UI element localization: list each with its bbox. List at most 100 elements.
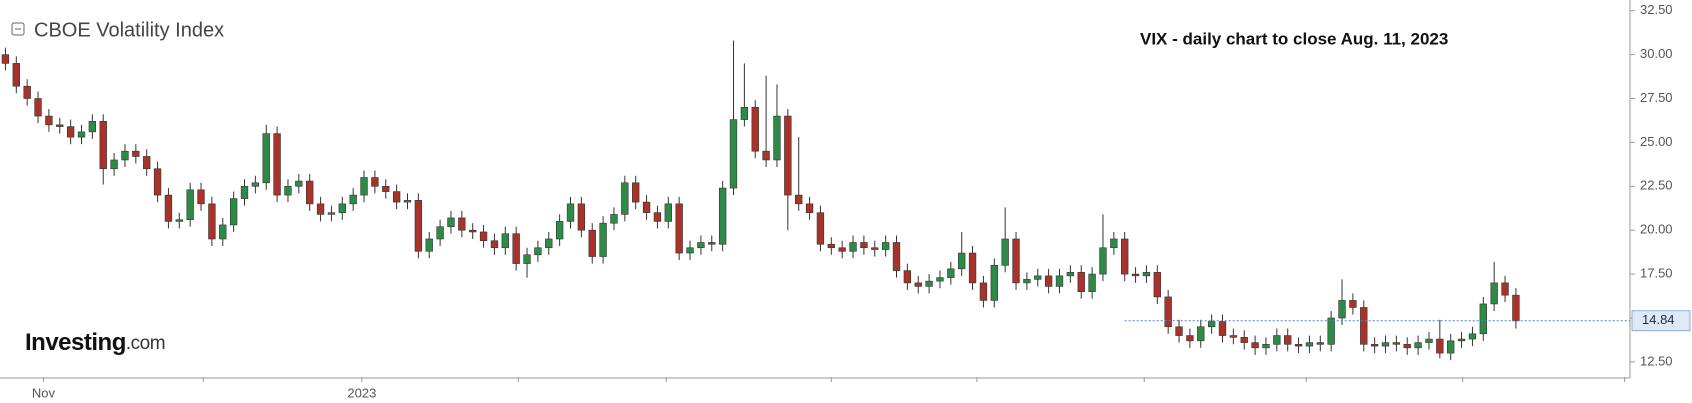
y-tick-label: 32.50 <box>1640 2 1673 17</box>
candle-body <box>425 238 433 252</box>
candle-body <box>968 252 977 284</box>
candle-body <box>860 242 868 249</box>
y-tick-label: 22.50 <box>1640 178 1673 193</box>
candle-body <box>534 247 542 256</box>
collapse-icon[interactable] <box>11 22 25 36</box>
candle-body <box>338 203 346 213</box>
candle-body <box>1414 342 1422 349</box>
candle-body <box>1403 344 1411 349</box>
candle-body <box>1012 238 1020 284</box>
candle-body <box>805 203 814 213</box>
candle-body <box>143 156 151 170</box>
candle-body <box>229 198 238 226</box>
candle-body <box>1175 326 1183 336</box>
candle-body <box>1327 317 1335 345</box>
logo-brand: Investing <box>25 329 126 356</box>
candle-body <box>751 106 759 152</box>
candle-body <box>1338 300 1346 319</box>
candle-body <box>1447 340 1455 354</box>
candle-body <box>577 203 586 231</box>
last-value-label: 14.84 <box>1642 312 1675 327</box>
candle-body <box>784 115 792 196</box>
candle-body <box>284 186 292 196</box>
candle-body <box>1305 342 1314 347</box>
candle-body <box>740 106 749 120</box>
candle-body <box>56 124 64 127</box>
candle-body <box>729 119 738 189</box>
candle-body <box>762 150 770 161</box>
candle-body <box>816 212 825 245</box>
candle-body <box>1294 344 1303 347</box>
candle-body <box>892 242 901 271</box>
annotation: VIX - daily chart to close Aug. 11, 2023 <box>1140 29 1448 48</box>
candle-body <box>632 182 640 203</box>
candle-body <box>1251 342 1259 349</box>
candle-body <box>349 194 357 205</box>
candle-body <box>262 133 270 184</box>
candle-body <box>1468 333 1477 340</box>
y-tick-label: 20.00 <box>1640 222 1673 237</box>
y-tick-label: 17.50 <box>1640 266 1673 281</box>
candle-body <box>653 212 662 222</box>
candle-body <box>371 177 379 187</box>
candle-body <box>795 194 803 205</box>
candle-body <box>197 189 205 205</box>
candle-body <box>447 217 455 227</box>
candle-body <box>458 217 466 231</box>
candle-body <box>664 203 672 222</box>
candle-body <box>1066 272 1075 277</box>
candle-body <box>251 182 260 187</box>
candle-body <box>1077 272 1085 292</box>
candle-body <box>903 270 912 284</box>
candle-body <box>697 242 705 249</box>
candle-body <box>240 186 249 199</box>
candle-body <box>66 126 75 138</box>
candle-body <box>1370 344 1379 347</box>
candle-body <box>838 247 846 252</box>
candle-body <box>1392 342 1401 345</box>
y-tick-label: 27.50 <box>1640 90 1673 105</box>
x-tick-label: Nov <box>32 385 56 400</box>
candle-body <box>1001 238 1009 266</box>
candle-body <box>1023 279 1031 284</box>
candle-body <box>979 282 988 301</box>
candle-body <box>153 168 162 196</box>
candle-body <box>1218 321 1227 336</box>
candle-body <box>1110 238 1118 249</box>
candle-body <box>306 180 314 205</box>
y-tick-label: 25.00 <box>1640 134 1673 149</box>
candle-body <box>718 187 727 245</box>
candle-body <box>295 180 303 187</box>
candle-body <box>219 224 227 240</box>
candle-body <box>566 203 575 222</box>
candle-body <box>523 254 531 264</box>
candle-body <box>12 63 20 87</box>
candle-body <box>316 203 325 215</box>
candle-body <box>436 226 444 240</box>
candle-body <box>34 98 42 117</box>
candle-body <box>599 222 607 257</box>
candle-body <box>1273 335 1281 345</box>
candle-body <box>1262 344 1270 349</box>
candle-body <box>1055 275 1064 287</box>
candle-body <box>273 133 281 196</box>
candle-body <box>881 242 890 250</box>
candle-body <box>1316 342 1324 345</box>
candle-body <box>990 265 998 301</box>
candle-body <box>871 247 879 250</box>
candle-body <box>827 243 835 249</box>
candle-body <box>1349 300 1357 308</box>
candle-body <box>479 231 488 242</box>
candle-body <box>88 121 97 133</box>
candle-body <box>186 189 194 220</box>
candle-body <box>110 159 118 170</box>
candle-body <box>1229 335 1238 338</box>
candle-body <box>1512 294 1520 322</box>
candle-body <box>132 150 140 157</box>
candle-body <box>1034 275 1042 280</box>
candle-body <box>1121 238 1129 275</box>
candle-body <box>1088 273 1096 292</box>
chart-title: CBOE Volatility Index <box>34 19 224 41</box>
